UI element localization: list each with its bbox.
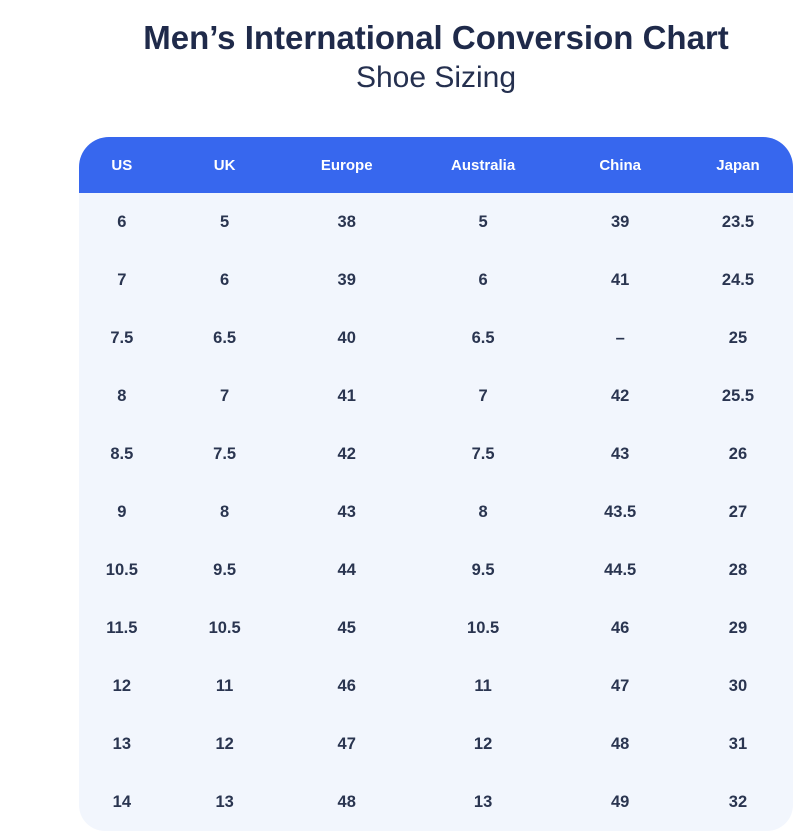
table-row: 11.5 10.5 45 10.5 46 29 xyxy=(79,599,793,657)
table-cell: 28 xyxy=(728,560,748,579)
table-cell: 9.5 xyxy=(471,560,495,579)
table-cell: 44 xyxy=(337,560,356,579)
table-cell: 25 xyxy=(728,328,748,347)
table-cell: 6.5 xyxy=(471,328,495,347)
table-cell: 48 xyxy=(337,792,356,811)
table-cell: 7.5 xyxy=(110,328,134,347)
table-cell: 25.5 xyxy=(721,386,755,405)
table-row: 9 8 43 8 43.5 27 xyxy=(79,483,793,541)
table-cell: 45 xyxy=(337,618,356,637)
table-cell: 44.5 xyxy=(604,560,637,579)
table-row: 7 6 39 6 41 24.5 xyxy=(79,251,793,309)
table-cell: 10.5 xyxy=(105,560,138,579)
table-row: 8.5 7.5 42 7.5 43 26 xyxy=(79,425,793,483)
table-cell: – xyxy=(615,328,625,347)
table-row: 10.5 9.5 44 9.5 44.5 28 xyxy=(79,541,793,599)
column-header-europe: Europe xyxy=(320,156,373,174)
table-cell: 8 xyxy=(117,386,127,405)
table-cell: 32 xyxy=(728,792,748,811)
table-cell: 9.5 xyxy=(213,560,237,579)
column-header-uk: UK xyxy=(213,156,236,174)
column-header-australia: Australia xyxy=(450,156,516,174)
table-cell: 47 xyxy=(337,734,356,753)
table-cell: 12 xyxy=(112,676,132,695)
table-cell: 8 xyxy=(478,502,488,521)
table-cell: 13 xyxy=(215,792,234,811)
table-row: 8 7 41 7 42 25.5 xyxy=(79,367,793,425)
table-cell: 13 xyxy=(112,734,132,753)
table-cell: 6 xyxy=(220,270,230,289)
page-subtitle: Shoe Sizing xyxy=(355,61,517,94)
table-cell: 49 xyxy=(610,792,630,811)
table-cell: 6 xyxy=(478,270,488,289)
table-cell: 40 xyxy=(337,328,356,347)
table-cell: 12 xyxy=(215,734,234,753)
table-cell: 38 xyxy=(337,212,356,231)
table-cell: 8.5 xyxy=(110,444,134,463)
column-header-us: US xyxy=(111,156,133,174)
table-cell: 11 xyxy=(215,676,234,695)
table-cell: 39 xyxy=(337,270,356,289)
table-cell: 46 xyxy=(610,618,630,637)
table-cell: 27 xyxy=(728,502,748,521)
table-row: 7.5 6.5 40 6.5 – 25 xyxy=(79,309,793,367)
table-cell: 14 xyxy=(112,792,132,811)
table-cell: 5 xyxy=(478,212,488,231)
table-cell: 43 xyxy=(337,502,356,521)
table-cell: 42 xyxy=(337,444,356,463)
table-cell: 10.5 xyxy=(208,618,241,637)
table-cell: 6.5 xyxy=(213,328,237,347)
table-row: 13 12 47 12 48 31 xyxy=(79,715,793,773)
table-cell: 24.5 xyxy=(721,270,755,289)
table-cell: 41 xyxy=(337,386,356,405)
table-cell: 43.5 xyxy=(604,502,637,521)
table-cell: 8 xyxy=(220,502,230,521)
table-cell: 42 xyxy=(610,386,630,405)
table-cell: 6 xyxy=(117,212,127,231)
table-cell: 7.5 xyxy=(471,444,495,463)
table-cell: 48 xyxy=(610,734,630,753)
table-cell: 7 xyxy=(117,270,127,289)
table-cell: 11 xyxy=(474,676,492,695)
table-cell: 23.5 xyxy=(721,212,755,231)
table-cell: 7.5 xyxy=(213,444,237,463)
table-cell: 30 xyxy=(728,676,748,695)
page-title: Men’s International Conversion Chart xyxy=(143,19,729,56)
table-cell: 39 xyxy=(610,212,630,231)
table-cell: 46 xyxy=(337,676,356,695)
column-header-japan: Japan xyxy=(716,156,760,174)
table-body: 6 5 38 5 39 23.5 7 6 39 6 41 24.5 7.5 6.5 40 6.5 – 25 8 7 41… xyxy=(79,193,793,831)
table-cell: 29 xyxy=(728,618,748,637)
table-cell: 31 xyxy=(728,734,748,753)
table-cell: 5 xyxy=(220,212,230,231)
table-cell: 12 xyxy=(473,734,493,753)
table-cell: 13 xyxy=(473,792,493,811)
table-cell: 7 xyxy=(220,386,230,405)
table-row: 6 5 38 5 39 23.5 xyxy=(79,193,793,251)
column-header-china: China xyxy=(599,156,641,174)
table-cell: 26 xyxy=(728,444,748,463)
table-cell: 41 xyxy=(610,270,630,289)
table-cell: 47 xyxy=(610,676,630,695)
table-cell: 7 xyxy=(478,386,488,405)
table-row: 14 13 48 13 49 32 xyxy=(79,773,793,831)
shoe-size-conversion-table: US UK Europe Australia China Japan 6 5 38 5… xyxy=(79,137,793,831)
table-header-row: US UK Europe Australia China Japan xyxy=(79,137,793,193)
content-container: Men’s International Conversion Chart Sho… xyxy=(79,0,793,831)
table-cell: 9 xyxy=(117,502,127,521)
table-cell: 43 xyxy=(610,444,630,463)
table-cell: 11.5 xyxy=(106,618,138,637)
table-cell: 10.5 xyxy=(467,618,500,637)
table-row: 12 11 46 11 47 30 xyxy=(79,657,793,715)
